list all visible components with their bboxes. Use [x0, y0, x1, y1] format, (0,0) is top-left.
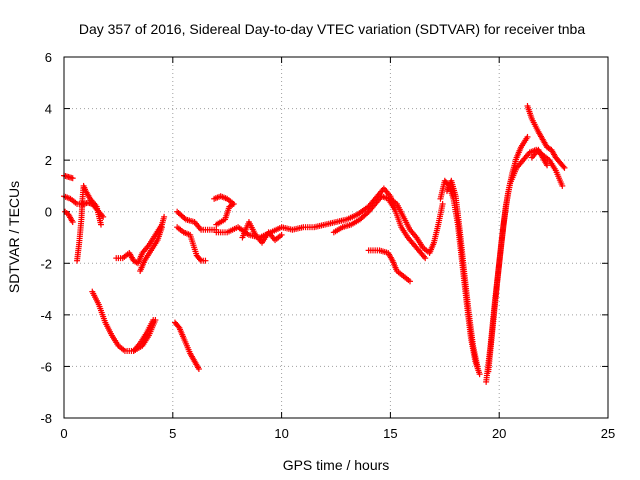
data-point [278, 231, 285, 238]
plot-frame [63, 56, 609, 419]
data-point [439, 200, 446, 207]
data-point [175, 323, 182, 330]
y-tick-label: 2 [45, 153, 52, 168]
y-tick-label: 0 [45, 205, 52, 220]
data-point [561, 164, 568, 171]
data-point [559, 182, 566, 189]
data-point [544, 162, 551, 169]
data-point [161, 213, 168, 220]
data-point [422, 255, 429, 262]
data-point [195, 366, 202, 373]
data-point [158, 224, 165, 231]
data-point [474, 363, 481, 370]
x-tick-label: 0 [60, 426, 67, 441]
y-axis-label: SDTVAR / TECUs [6, 181, 22, 293]
data-point [97, 221, 104, 228]
data-point [211, 195, 218, 202]
data-point [560, 163, 567, 170]
data-point [476, 371, 483, 378]
x-tick-labels: 0 5 10 15 20 25 [60, 426, 615, 441]
data-point [197, 256, 203, 263]
data-point [406, 278, 413, 285]
y-tick-label: -4 [40, 308, 52, 323]
y-tick-label: -8 [40, 411, 52, 426]
data-point [524, 133, 531, 140]
x-tick-label: 20 [492, 426, 506, 441]
y-tick-label: 6 [45, 50, 52, 65]
y-tick-label: -2 [40, 256, 52, 271]
x-axis-label: GPS time / hours [283, 457, 390, 473]
x-tick-label: 5 [169, 426, 176, 441]
y-tick-label: 4 [45, 102, 52, 117]
data-point [69, 219, 76, 226]
data-point [202, 257, 209, 264]
data-point [69, 175, 76, 182]
y-tick-label: -6 [40, 359, 52, 374]
chart-title: Day 357 of 2016, Sidereal Day-to-day VTE… [79, 21, 586, 37]
x-tick-label: 15 [383, 426, 397, 441]
grid-lines [64, 57, 608, 418]
data-points [61, 102, 568, 385]
x-tick-label: 25 [601, 426, 615, 441]
data-point [150, 317, 157, 324]
y-tick-labels: -8 -6 -4 -2 0 2 4 6 [40, 50, 52, 426]
x-tick-label: 10 [274, 426, 288, 441]
